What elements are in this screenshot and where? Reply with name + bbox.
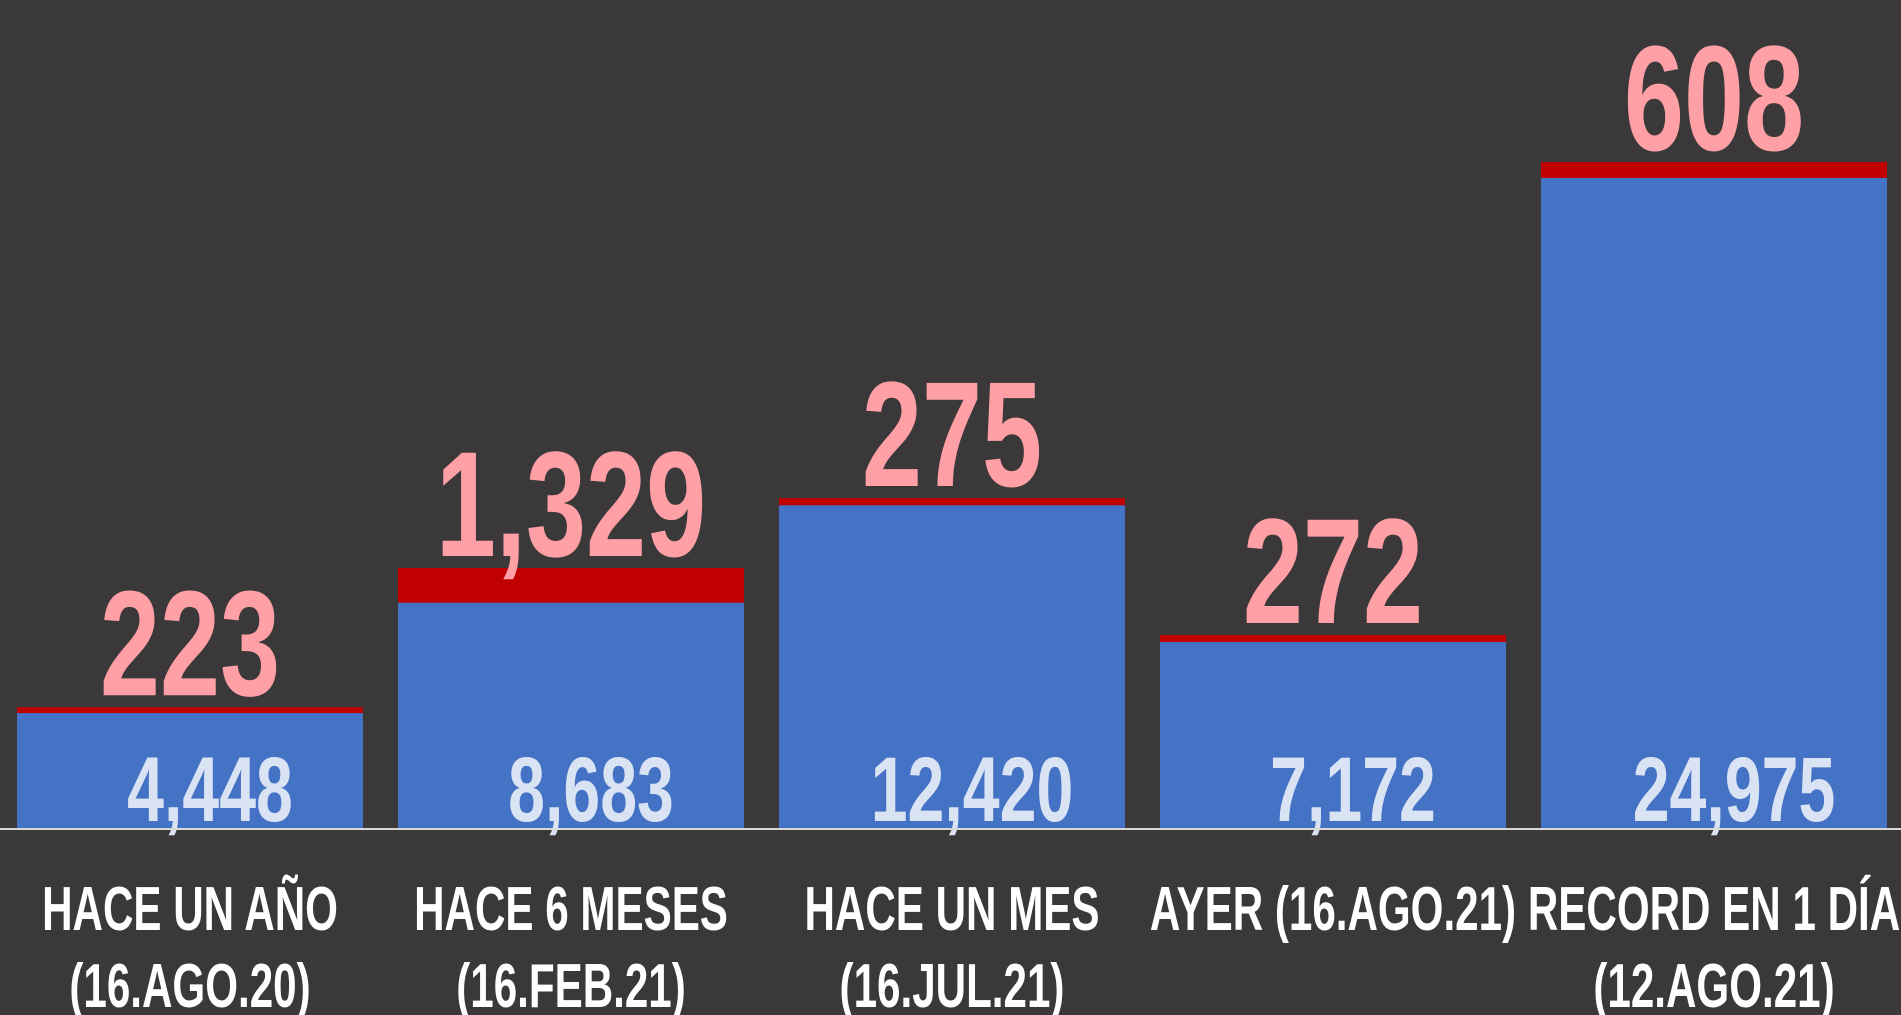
x-tick-label: RECORD EN 1 DÍA <box>1528 874 1900 944</box>
x-tick-label: HACE UN AÑO <box>42 874 338 944</box>
value-label: 24,975 <box>1633 737 1836 840</box>
value-label: 7,172 <box>1270 737 1436 840</box>
bar-segment <box>779 505 1125 829</box>
value-label: 8,683 <box>508 737 674 840</box>
value-label: 272 <box>1243 488 1423 656</box>
bar-segment <box>1160 634 1506 643</box>
value-label: 608 <box>1624 15 1804 183</box>
bar-segment <box>17 713 363 829</box>
x-tick-label: AYER (16.AGO.21) <box>1150 875 1516 944</box>
bar-segment <box>779 498 1125 506</box>
bar-segment <box>17 707 363 714</box>
x-tick-label: (16.JUL.21) <box>840 952 1065 1015</box>
value-label: 12,420 <box>871 737 1074 840</box>
value-label: 4,448 <box>127 737 293 840</box>
bar-segment <box>398 602 744 829</box>
bar-segment <box>398 567 744 603</box>
bar-segment <box>1541 162 1887 178</box>
x-tick-label: (16.FEB.21) <box>456 952 686 1015</box>
x-tick-label: HACE 6 MESES <box>414 875 728 944</box>
x-tick-label: (16.AGO.20) <box>69 952 310 1015</box>
value-label: 1,329 <box>436 421 706 589</box>
x-tick-label: HACE UN MES <box>804 875 1099 944</box>
x-tick-label: (12.AGO.21) <box>1593 952 1834 1015</box>
value-label: 275 <box>862 351 1042 519</box>
bar-segment <box>1160 642 1506 829</box>
bar-segment <box>1541 177 1887 829</box>
value-label: 223 <box>100 560 280 728</box>
